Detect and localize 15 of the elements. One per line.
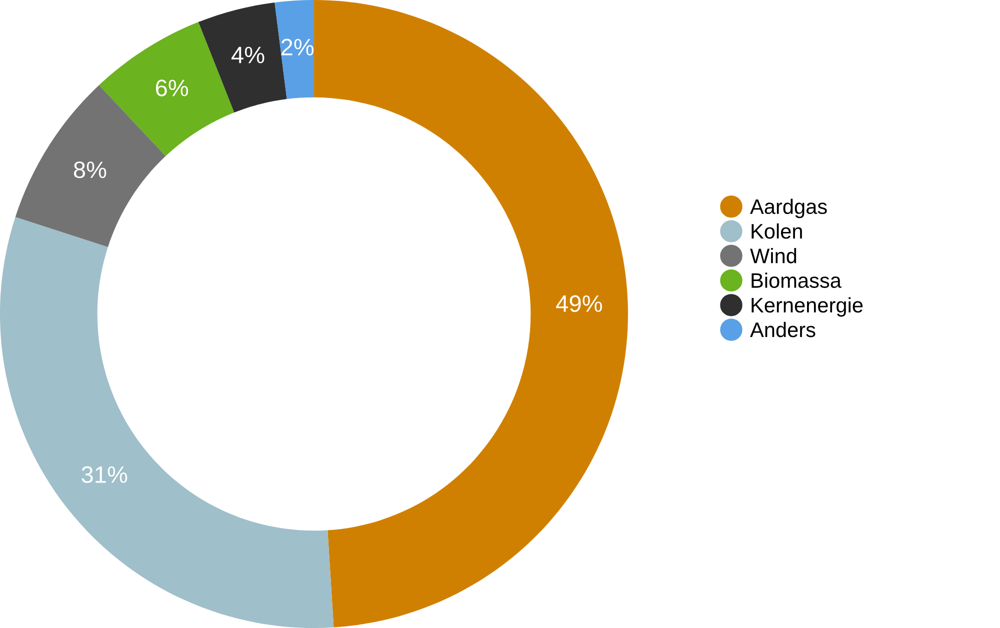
- legend-label: Aardgas: [750, 198, 827, 218]
- data-label: 49%: [556, 295, 602, 312]
- data-label: 8%: [74, 161, 106, 178]
- legend-label: Anders: [750, 322, 816, 338]
- donut-slice: [314, 0, 628, 628]
- legend-label: Kolen: [752, 223, 802, 239]
- legend-label: Wind: [750, 248, 796, 264]
- data-label: 4%: [231, 46, 264, 64]
- data-label: 6%: [156, 80, 188, 96]
- donut-slice: [0, 216, 334, 628]
- data-label: 31%: [82, 466, 128, 483]
- legend-label: Biomassa: [752, 272, 842, 288]
- legend-label: Kernenergie: [752, 297, 863, 317]
- data-label: 2%: [281, 38, 314, 56]
- donut-slice: [274, 0, 314, 100]
